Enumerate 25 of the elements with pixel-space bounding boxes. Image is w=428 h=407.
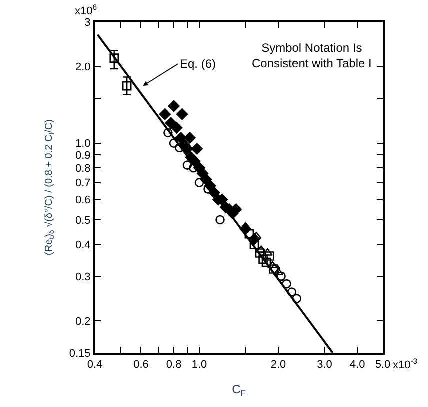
- y-tick-label: 0.8: [76, 162, 91, 175]
- x-axis-title: C$_{F}$: [232, 382, 246, 398]
- x-tick-label: 2.0: [270, 359, 286, 372]
- annotation: Eq. (6): [180, 57, 216, 71]
- x-tick-label: 0.4: [87, 359, 103, 372]
- y-tick-label: 0.5: [76, 214, 91, 227]
- x-tick-label: 1.0: [192, 359, 208, 372]
- x-tick-label: 0.6: [134, 359, 149, 372]
- x-tick-label: 5.0: [375, 359, 391, 372]
- y-tick-label: 0.9: [76, 150, 91, 162]
- y-tick-label: 0.15: [69, 348, 91, 360]
- x-tick-label: 0.8: [166, 359, 182, 372]
- y-tick-label: 1.0: [76, 138, 91, 150]
- y-tick-label: 0.2: [76, 316, 91, 328]
- text: x10$^{-3}$: [393, 357, 418, 372]
- x-tick-label: 4.0: [350, 359, 366, 372]
- y-tick-label: 0.3: [76, 271, 91, 284]
- text: x10$^{6}$: [75, 3, 98, 18]
- y-tick-label: 0.4: [76, 239, 91, 252]
- y-tick-label: 0.7: [76, 178, 91, 190]
- y-tick-label: 3: [84, 16, 91, 29]
- x-tick-label: 3.0: [317, 359, 332, 372]
- y-tick-label: 2.0: [76, 62, 91, 74]
- annotation: Symbol Notation Is Consistent with Table I: [252, 41, 372, 71]
- y-tick-label: 0.6: [76, 194, 91, 207]
